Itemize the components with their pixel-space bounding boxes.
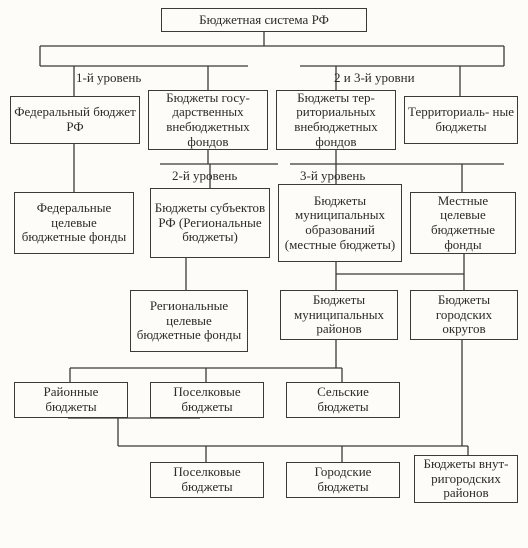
node-n8: Местные целевые бюджетные фонды xyxy=(410,192,516,254)
node-n13: Поселковые бюджеты xyxy=(150,382,264,418)
level-label-l4: 3-й уровень xyxy=(300,169,365,182)
diagram-stage: Бюджетная система РФ Федеральный бюджет Р… xyxy=(0,0,528,548)
level-label-l3: 2-й уровень xyxy=(172,169,237,182)
node-n10: Бюджеты муниципальных районов xyxy=(280,290,398,340)
node-n6: Бюджеты субъектов РФ (Региональные бюдже… xyxy=(150,188,270,258)
node-n9: Региональные целевые бюджетные фонды xyxy=(130,290,248,352)
node-n5: Федеральные целевые бюджетные фонды xyxy=(14,192,134,254)
node-n12: Районные бюджеты xyxy=(14,382,128,418)
node-n11: Бюджеты городских округов xyxy=(410,290,518,340)
node-n1: Федеральный бюджет РФ xyxy=(10,96,140,144)
node-root: Бюджетная система РФ xyxy=(161,8,367,32)
node-n4: Территориаль- ные бюджеты xyxy=(404,96,518,144)
node-n2: Бюджеты госу- дарственных внебюджетных ф… xyxy=(148,90,268,150)
node-n14: Сельские бюджеты xyxy=(286,382,400,418)
node-n16: Городские бюджеты xyxy=(286,462,400,498)
node-n17: Бюджеты внут- ригородских районов xyxy=(414,455,518,503)
node-n3: Бюджеты тер- риториальных внебюджетных ф… xyxy=(276,90,396,150)
node-n15: Поселковые бюджеты xyxy=(150,462,264,498)
level-label-l1: 1-й уровень xyxy=(76,71,141,84)
node-n7: Бюджеты муниципальных образований (местн… xyxy=(278,184,402,262)
level-label-l2: 2 и 3-й уровни xyxy=(334,71,415,84)
